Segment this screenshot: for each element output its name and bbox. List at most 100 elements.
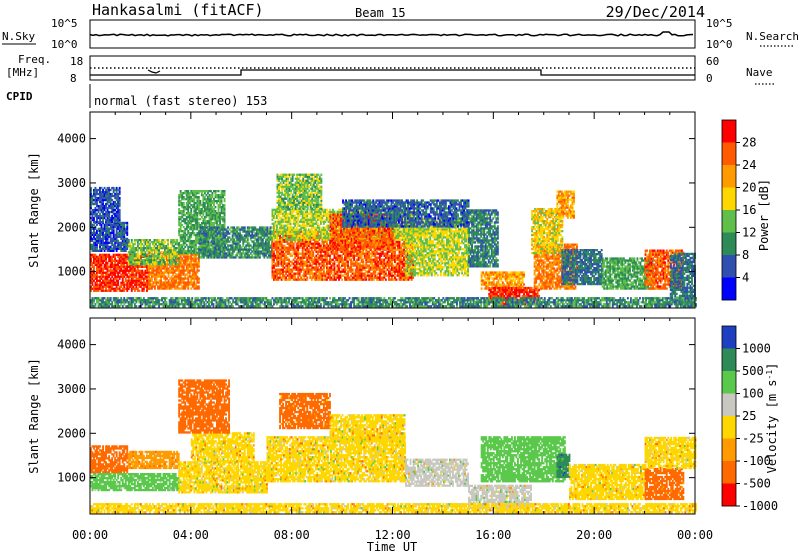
heatmap-cell <box>306 244 309 247</box>
heatmap-cell <box>300 258 303 261</box>
heatmap-cell <box>368 264 371 267</box>
heatmap-cell <box>97 192 100 196</box>
heatmap-cell <box>210 256 213 259</box>
heatmap-cell <box>196 265 199 268</box>
heatmap-cell <box>309 276 312 279</box>
heatmap-cell <box>124 249 127 252</box>
heatmap-cell <box>282 266 284 269</box>
heatmap-cell <box>184 251 187 255</box>
heatmap-cell <box>124 259 127 262</box>
heatmap-cell <box>94 220 97 224</box>
heatmap-cell <box>177 261 180 264</box>
heatmap-cell <box>109 255 112 258</box>
heatmap-cell <box>179 275 182 278</box>
heatmap-cell <box>245 246 248 249</box>
heatmap-cell <box>167 245 169 248</box>
heatmap-cell <box>196 279 199 282</box>
heatmap-cell <box>213 218 215 221</box>
heatmap-cell <box>133 275 136 278</box>
heatmap-cell <box>257 250 260 253</box>
heatmap-cell <box>292 258 295 261</box>
heatmap-cell <box>193 261 196 264</box>
heatmap-cell <box>214 206 217 209</box>
heatmap-cell <box>156 245 159 248</box>
heatmap-cell <box>319 248 322 251</box>
heatmap-cell <box>213 224 215 227</box>
heatmap-cell <box>297 254 300 257</box>
heatmap-cell <box>268 242 270 245</box>
heatmap-cell <box>93 285 95 288</box>
heatmap-cell <box>93 259 95 262</box>
heatmap-cell <box>114 245 117 248</box>
heatmap-cell <box>182 210 185 213</box>
heatmap-cell <box>282 246 284 249</box>
heatmap-cell <box>185 226 188 229</box>
heatmap-cell <box>120 255 123 258</box>
heatmap-cell <box>108 231 111 234</box>
heatmap-cell <box>191 239 194 243</box>
heatmap-cell <box>109 216 112 220</box>
heatmap-cell <box>151 275 153 278</box>
heatmap-cell <box>191 285 194 288</box>
heatmap-cell <box>215 232 217 235</box>
heatmap-cell <box>301 266 304 269</box>
heatmap-cell <box>246 242 249 245</box>
heatmap-cell <box>127 279 130 282</box>
heatmap-cell <box>193 267 196 270</box>
heatmap-cell <box>190 259 193 262</box>
heatmap-cell <box>161 239 163 242</box>
heatmap-cell <box>301 244 304 247</box>
heatmap-cell <box>138 285 141 288</box>
heatmap-cell <box>350 274 353 277</box>
heatmap-cell <box>211 206 214 209</box>
heatmap-cell <box>96 263 98 266</box>
heatmap-cell <box>239 236 242 239</box>
heatmap-cell <box>157 285 159 288</box>
heatmap-cell <box>154 251 156 254</box>
heatmap-cell <box>210 236 213 239</box>
heatmap-cell <box>155 273 158 276</box>
heatmap-cell <box>199 242 202 245</box>
heatmap-cell <box>155 261 157 264</box>
heatmap-cell <box>203 204 206 207</box>
heatmap-cell <box>219 222 221 225</box>
heatmap-cell <box>108 194 111 198</box>
heatmap-cell <box>224 242 226 245</box>
heatmap-cell <box>160 279 162 282</box>
heatmap-cell <box>118 235 121 238</box>
heatmap-cell <box>237 248 240 251</box>
heatmap-cell <box>178 216 181 219</box>
heatmap-cell <box>127 281 130 284</box>
heatmap-cell <box>96 269 98 272</box>
heatmap-cell <box>155 243 157 246</box>
heatmap-cell <box>168 253 171 256</box>
heatmap-cell <box>219 220 221 223</box>
heatmap-cell <box>240 252 243 255</box>
heatmap-cell <box>181 233 184 237</box>
heatmap-cell <box>150 247 153 250</box>
heatmap-cell <box>327 250 330 253</box>
heatmap-cell <box>185 261 188 264</box>
heatmap-cell <box>242 242 245 245</box>
heatmap-cell <box>187 232 190 235</box>
heatmap-cell <box>237 244 240 247</box>
heatmap-cell <box>90 220 92 224</box>
heatmap-cell <box>297 252 300 255</box>
heatmap-cell <box>190 222 193 225</box>
heatmap-cell <box>322 242 325 245</box>
heatmap-cell <box>139 269 142 272</box>
heatmap-cell <box>297 274 300 277</box>
heatmap-cell <box>96 249 98 252</box>
heatmap-cell <box>194 218 197 221</box>
heatmap-cell <box>96 196 98 200</box>
heatmap-cell <box>126 229 129 232</box>
heatmap-cell <box>153 249 156 252</box>
heatmap-cell <box>112 186 115 190</box>
heatmap-cell <box>126 263 129 266</box>
heatmap-cell <box>248 226 251 229</box>
heatmap-cell <box>142 261 145 264</box>
heatmap-cell <box>295 236 298 239</box>
heatmap-cell <box>97 279 100 282</box>
heatmap-cell <box>205 243 208 247</box>
heatmap-cell <box>273 242 275 245</box>
